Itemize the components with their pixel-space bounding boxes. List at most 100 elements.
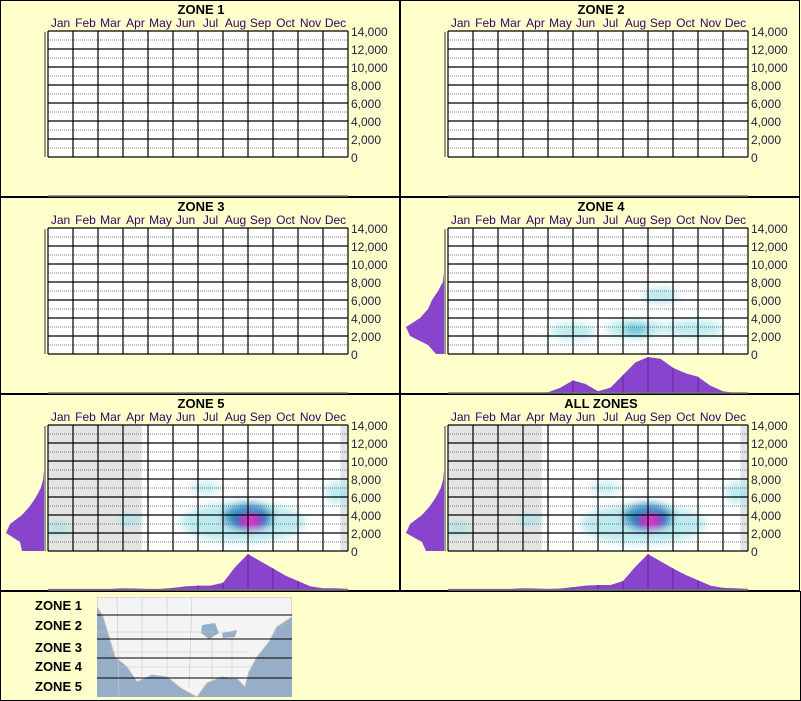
density-blob [663,320,723,337]
altitude-tick-label: 14,000 [751,222,788,236]
zone-label: ZONE 3 [35,640,82,655]
altitude-tick-label: 0 [351,151,358,165]
month-label: Apr [126,16,145,30]
month-label: Nov [300,410,321,424]
density-blob [518,513,543,526]
great-lakes [201,623,237,639]
month-label: Jan [51,410,70,424]
chart-title: ZONE 1 [177,2,225,17]
density-blob [623,324,648,336]
density-blob [118,513,143,526]
month-label: Aug [225,213,246,227]
altitude-tick-label: 6,000 [351,97,381,111]
month-label: Mar [100,410,121,424]
month-label: Aug [625,16,646,30]
altitude-tick-label: 0 [351,348,358,362]
zone-chart-6: ALL ZONES Jan Feb Mar Apr May Jun Jul Aug Sep Oct N… [400,394,800,591]
chart-title: ZONE 4 [577,199,625,214]
zone-label: ZONE 1 [35,598,82,613]
altitude-tick-label: 14,000 [351,419,388,433]
altitude-tick-label: 4,000 [351,312,381,326]
altitude-tick-label: 4,000 [351,509,381,523]
month-label: Dec [325,410,346,424]
month-label: Dec [725,410,746,424]
altitude-tick-label: 2,000 [751,133,781,147]
altitude-tick-label: 14,000 [751,419,788,433]
month-label: Jan [51,213,70,227]
altitude-tick-label: 14,000 [751,25,788,39]
month-label: Jun [576,410,595,424]
zone-chart-2: ZONE 2 Jan Feb Mar Apr May Jun Jul Aug Sep Oct Nov D… [400,0,800,197]
altitude-tick-label: 6,000 [751,491,781,505]
chart-title: ZONE 5 [177,396,225,411]
altitude-density-curve [406,425,444,551]
month-label: Oct [276,213,295,227]
zone-boundaries [97,614,292,679]
month-label: Apr [126,213,145,227]
month-label: Mar [500,410,521,424]
month-label: Mar [100,16,121,30]
month-label: Jan [451,213,470,227]
altitude-tick-label: 10,000 [351,455,388,469]
altitude-tick-label: 14,000 [351,25,388,39]
altitude-tick-label: 4,000 [751,312,781,326]
month-label: Feb [75,213,96,227]
zone-legend: ZONE 1 ZONE 2 ZONE 3 ZONE 4 ZONE 5 [0,591,801,701]
month-label: Sep [650,410,672,424]
month-label: Feb [475,410,496,424]
month-label: May [549,410,572,424]
month-label: Jul [203,410,218,424]
altitude-tick-label: 12,000 [751,43,788,57]
month-label: Nov [300,16,321,30]
month-label: Jul [603,16,618,30]
altitude-tick-label: 4,000 [351,115,381,129]
month-label: Feb [475,16,496,30]
month-label: Oct [676,213,695,227]
month-label: Feb [475,213,496,227]
altitude-tick-label: 10,000 [351,61,388,75]
month-label: Oct [276,16,295,30]
altitude-tick-label: 2,000 [351,133,381,147]
month-label: Jun [176,16,195,30]
altitude-tick-label: 4,000 [751,115,781,129]
month-density-curve [48,554,348,590]
month-label: Oct [676,410,695,424]
altitude-tick-label: 2,000 [751,527,781,541]
density-blob [448,521,471,536]
density-blob [725,481,748,504]
altitude-tick-label: 12,000 [751,437,788,451]
month-label: Apr [526,410,545,424]
altitude-tick-label: 8,000 [751,276,781,290]
altitude-tick-label: 8,000 [751,473,781,487]
altitude-tick-label: 10,000 [351,258,388,272]
altitude-tick-label: 10,000 [751,61,788,75]
month-label: Jun [176,213,195,227]
month-label: Aug [225,410,246,424]
altitude-tick-label: 8,000 [351,276,381,290]
altitude-tick-label: 10,000 [751,258,788,272]
month-label: Jul [203,213,218,227]
density-blob [325,481,348,504]
month-label: Feb [75,16,96,30]
month-label: Sep [250,16,272,30]
chart-title: ZONE 3 [177,199,225,214]
altitude-tick-label: 2,000 [751,330,781,344]
month-label: Feb [75,410,96,424]
month-label: Oct [676,16,695,30]
month-label: Sep [250,213,272,227]
month-label: May [549,213,572,227]
altitude-tick-label: 6,000 [751,294,781,308]
month-label: Aug [625,213,646,227]
altitude-tick-label: 0 [351,545,358,559]
month-label: Nov [700,410,721,424]
month-label: Jun [176,410,195,424]
land-mass [97,597,292,697]
month-label: Jun [576,16,595,30]
zone-label: ZONE 4 [35,659,82,674]
density-blob [48,521,71,536]
month-label: Nov [300,213,321,227]
month-density-curve [448,357,748,393]
altitude-tick-label: 12,000 [351,437,388,451]
state-borders [97,597,252,697]
altitude-tick-label: 8,000 [351,473,381,487]
